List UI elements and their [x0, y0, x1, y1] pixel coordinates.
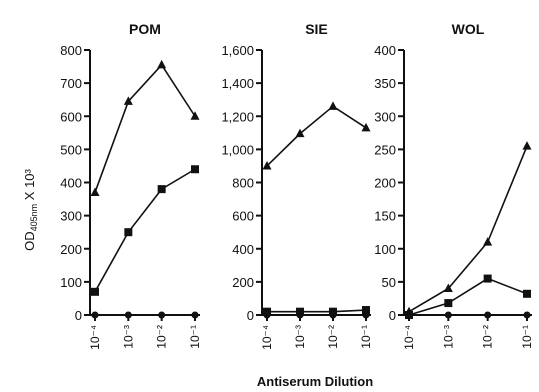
y-tick-label: 100 [374, 242, 396, 257]
data-point-square [124, 228, 133, 237]
series-line [267, 309, 367, 313]
x-tick-label: 10⁻² [326, 325, 340, 349]
data-point-square [523, 289, 531, 298]
panel-title: POM [129, 21, 161, 37]
series-triangle [90, 59, 200, 196]
y-tick-label: 1,400 [221, 76, 254, 91]
data-point-square [444, 299, 453, 308]
panel-title: WOL [452, 21, 485, 37]
data-point-circle [484, 311, 492, 319]
data-point-triangle [361, 122, 371, 132]
panel-pom: POM 0 100 200 300 400 500 600 700 800 10⁻⁴ 10⁻³ 10⁻²… [60, 21, 202, 350]
data-point-circle [405, 311, 413, 319]
x-tick-label: 10⁻¹ [520, 325, 534, 349]
panel-sie: SIE 0 200 400 600 800 1,000 1,200 1,400 1,600 10⁻⁴… [221, 21, 373, 350]
y-tick-label: 300 [60, 209, 82, 224]
y-axis-label: OD405nm X 10³ [22, 168, 39, 250]
data-point-circle [329, 311, 337, 319]
x-axis-label: Antiserum Dilution [257, 374, 373, 389]
data-point-circle [523, 311, 531, 319]
series-circle [91, 311, 199, 319]
y-tick-label: 600 [232, 209, 254, 224]
x-tick-label: 10⁻² [481, 325, 495, 349]
panel-title: SIE [305, 21, 328, 37]
data-point-circle [362, 311, 370, 319]
data-point-circle [296, 311, 304, 319]
y-tick-label: 1,600 [221, 43, 254, 58]
y-tick-label: 200 [374, 176, 396, 191]
data-point-triangle [190, 111, 200, 120]
data-point-square [483, 274, 492, 283]
y-tick-label: 400 [374, 43, 396, 58]
data-point-triangle [443, 283, 453, 292]
y-tick-label: 800 [232, 176, 254, 191]
data-point-triangle [328, 101, 338, 110]
y-tick-label: 700 [60, 76, 82, 91]
y-tick-label: 400 [60, 176, 82, 191]
y-tick-label: 200 [60, 242, 82, 257]
data-point-circle [124, 311, 132, 319]
x-tick-label: 10⁻¹ [188, 325, 202, 349]
x-tick-label: 10⁻⁴ [88, 325, 102, 350]
data-point-triangle [157, 59, 167, 69]
x-tick-label: 10⁻¹ [359, 325, 373, 349]
data-point-square [157, 185, 166, 194]
series-line [94, 168, 196, 293]
data-point-circle [263, 311, 271, 319]
x-tick-label: 10⁻³ [121, 325, 135, 349]
data-point-triangle [123, 96, 133, 105]
axis-lines [89, 50, 200, 316]
y-tick-label: 400 [232, 242, 254, 257]
data-point-triangle [90, 187, 100, 196]
series-circle [405, 311, 531, 319]
series-triangle [404, 141, 532, 316]
data-point-circle [158, 311, 166, 319]
y-tick-label: 50 [382, 275, 396, 290]
series-triangle [262, 101, 371, 170]
x-tick-label: 10⁻³ [441, 325, 455, 349]
series-line [408, 277, 528, 316]
y-tick-label: 150 [374, 209, 396, 224]
panel-wol: WOL 0 50 100 150 200 250 300 350 400 10⁻⁴ 10⁻³ 10⁻² 1… [374, 21, 534, 350]
data-point-square [91, 287, 99, 296]
series-line [94, 63, 196, 193]
y-tick-label: 600 [60, 109, 82, 124]
data-point-circle [191, 311, 199, 319]
data-point-circle [444, 311, 452, 319]
y-tick-label: 800 [60, 43, 82, 58]
x-tick-label: 10⁻³ [293, 325, 307, 349]
y-tick-label: 250 [374, 142, 396, 157]
y-tick-label: 1,000 [221, 142, 254, 157]
y-tick-label: 350 [374, 76, 396, 91]
y-tick-label: 1,200 [221, 109, 254, 124]
data-point-triangle [295, 128, 305, 138]
series-circle [263, 311, 370, 319]
y-tick-label: 300 [374, 109, 396, 124]
data-point-square [362, 306, 370, 315]
x-tick-label: 10⁻⁴ [260, 325, 274, 350]
y-tick-label: 200 [232, 275, 254, 290]
axis-lines [261, 50, 371, 316]
series-square [405, 274, 531, 319]
y-tick-label: 100 [60, 275, 82, 290]
data-point-circle [91, 311, 99, 319]
x-tick-label: 10⁻² [155, 325, 169, 349]
data-point-triangle [522, 141, 532, 150]
data-point-triangle [262, 160, 272, 170]
data-point-square [191, 165, 199, 174]
y-tick-label: 0 [247, 308, 254, 323]
y-tick-label: 500 [60, 142, 82, 157]
x-tick-label: 10⁻⁴ [402, 325, 416, 350]
series-square [91, 165, 199, 296]
series-line [408, 145, 528, 313]
y-tick-label: 0 [75, 308, 82, 323]
data-point-triangle [483, 237, 493, 246]
series-line [266, 105, 367, 167]
y-tick-label: 0 [389, 308, 396, 323]
